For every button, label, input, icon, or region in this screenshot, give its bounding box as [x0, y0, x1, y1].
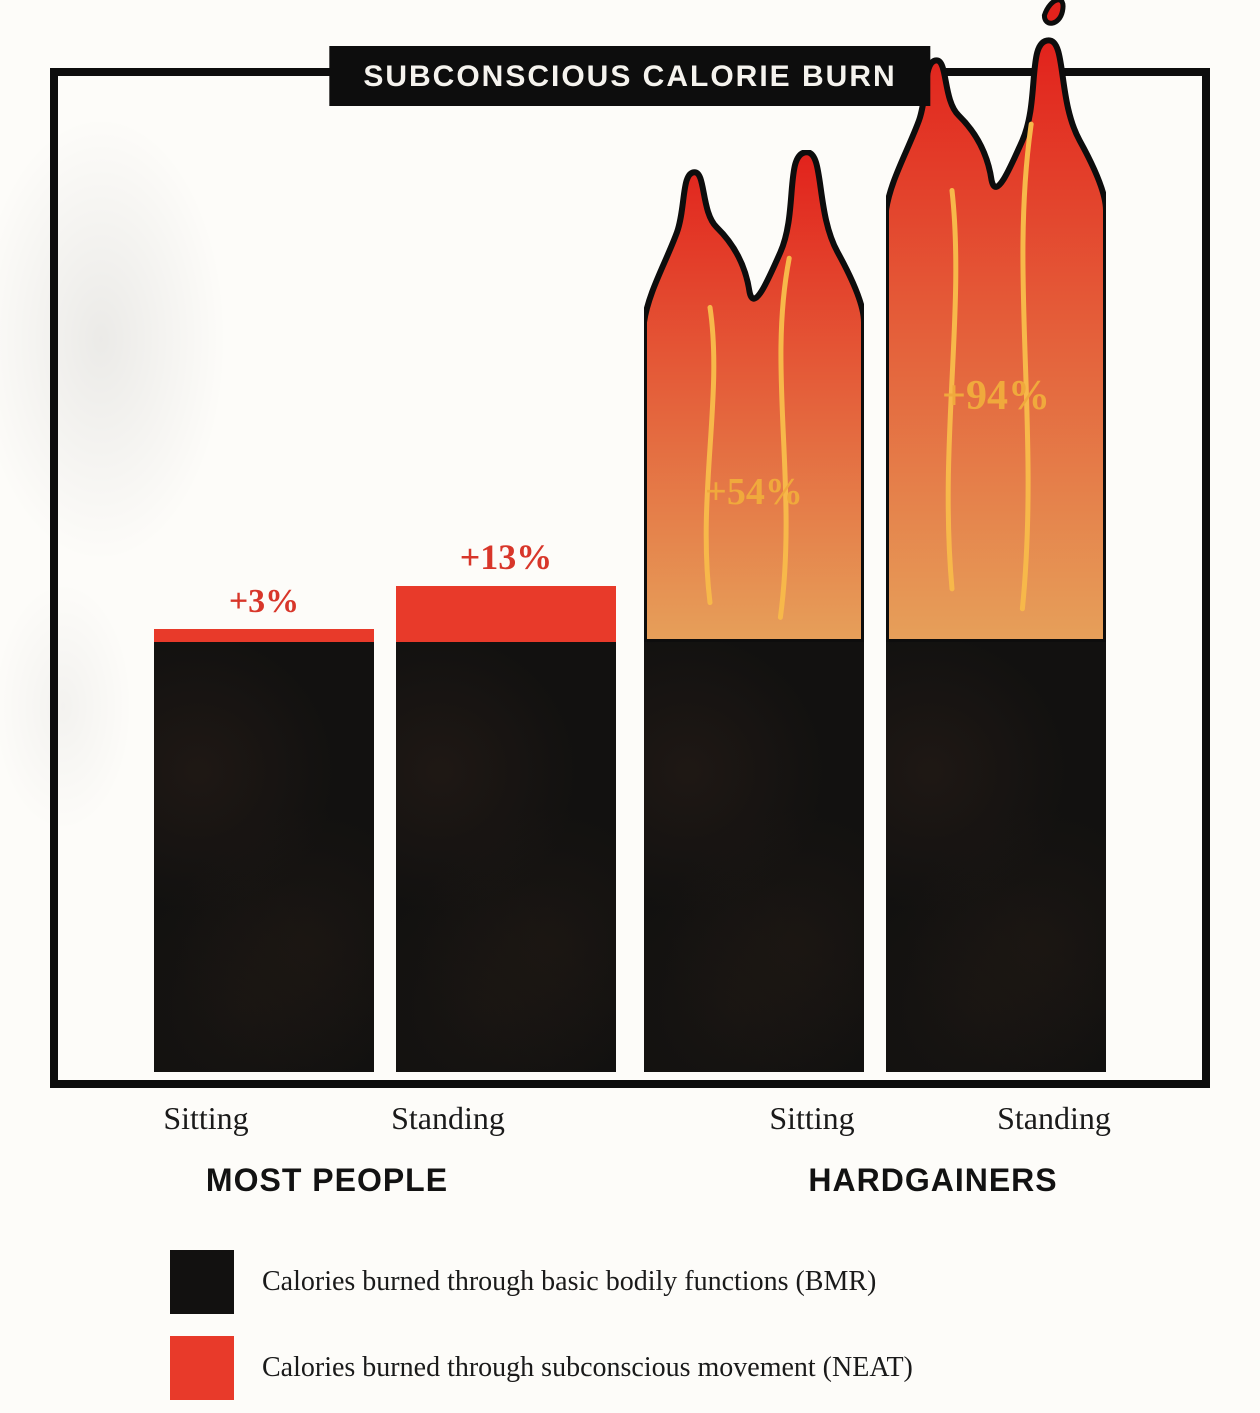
bar-group: +54% +94% — [644, 152, 1106, 1072]
bar-column: +13% — [396, 152, 616, 1072]
neat-percent-label: +54% — [644, 470, 864, 514]
x-label: Sitting — [702, 1100, 922, 1137]
bar-column: +54% — [644, 152, 864, 1072]
category-label: MOST PEOPLE — [96, 1162, 558, 1199]
chart-title: SUBCONSCIOUS CALORIE BURN — [329, 46, 930, 106]
x-axis-labels: Sitting Standing Sitting Standing — [58, 1100, 1202, 1137]
neat-percent-label: +94% — [886, 372, 1106, 420]
bar-column: +3% — [154, 152, 374, 1072]
x-label: Standing — [338, 1100, 558, 1137]
bmr-bar — [644, 642, 864, 1072]
chart-frame: +3% +13% +54% +94% — [50, 68, 1210, 1088]
category-label: HARDGAINERS — [702, 1162, 1164, 1199]
neat-flame — [644, 150, 864, 642]
legend-row: Calories burned through subconscious mov… — [170, 1336, 913, 1400]
legend: Calories burned through basic bodily fun… — [170, 1250, 913, 1400]
x-label: Standing — [944, 1100, 1164, 1137]
category-labels: MOST PEOPLE HARDGAINERS — [58, 1162, 1202, 1199]
bar-column: +94% — [886, 152, 1106, 1072]
neat-bar — [396, 586, 616, 642]
neat-percent-label: +13% — [396, 536, 616, 578]
neat-bar — [154, 629, 374, 642]
legend-swatch — [170, 1250, 234, 1314]
legend-label: Calories burned through basic bodily fun… — [262, 1266, 876, 1298]
legend-label: Calories burned through subconscious mov… — [262, 1352, 913, 1384]
bmr-bar — [886, 642, 1106, 1072]
x-label: Sitting — [96, 1100, 316, 1137]
neat-percent-label: +3% — [154, 583, 374, 621]
bar-group: +3% +13% — [154, 152, 616, 1072]
bmr-bar — [154, 642, 374, 1072]
bmr-bar — [396, 642, 616, 1072]
chart-area: +3% +13% +54% +94% — [116, 152, 1144, 1080]
legend-row: Calories burned through basic bodily fun… — [170, 1250, 913, 1314]
legend-swatch — [170, 1336, 234, 1400]
bar-groups: +3% +13% +54% +94% — [116, 152, 1144, 1072]
